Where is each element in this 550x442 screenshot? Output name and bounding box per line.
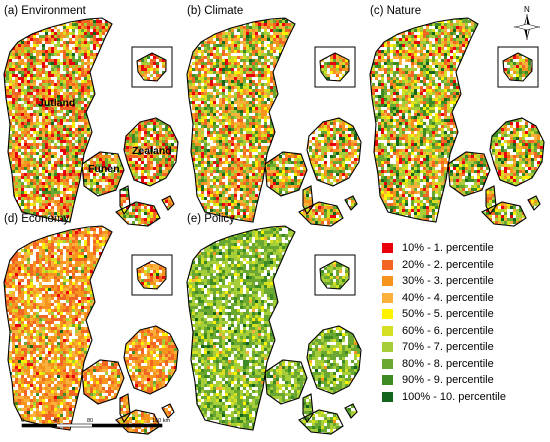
legend-label: 10% - 1. percentile [402,242,494,254]
region-label-jutland: Jutland [38,97,75,109]
percentile-mosaic [187,226,361,434]
legend-swatch [382,309,393,320]
bornholm-inset-box [314,254,356,296]
bornholm-inset-box [314,46,356,88]
map-panel-nature: (c) Nature [369,5,545,227]
legend-item: 50% - 5. percentile [382,306,547,323]
legend-label: 100% - 10. percentile [402,391,506,403]
legend-swatch [382,243,393,254]
legend-item: 100% - 10. percentile [382,389,547,406]
legend-label: 90% - 9. percentile [402,374,494,386]
bornholm-inset-box [497,46,539,88]
region-label-zealand: Zealand [132,145,172,157]
legend-swatch [382,358,393,369]
scale-tick-80: 80 [87,418,93,424]
scale-tick-160: 160 km [152,418,170,424]
legend-label: 50% - 5. percentile [402,308,494,320]
panel-label: (c) Nature [370,5,421,17]
legend-swatch [382,292,393,303]
scale-tick-40: 40 [53,418,59,424]
percentile-mosaic [4,18,178,226]
legend-item: 30% - 3. percentile [382,273,547,290]
map-panel-economy: (d) Economy [3,213,179,435]
legend-swatch [382,375,393,386]
legend-item: 20% - 2. percentile [382,257,547,274]
legend-label: 70% - 7. percentile [402,341,494,353]
legend-item: 80% - 8. percentile [382,356,547,373]
coastline [186,17,362,227]
legend-swatch [382,342,393,353]
legend-swatch [382,276,393,287]
panel-label: (d) Economy [4,213,69,225]
north-label: N [524,5,530,14]
legend-swatch [382,391,393,402]
scale-tick-0: 0 [21,418,24,424]
coastline [186,225,362,435]
bornholm-inset-box [131,254,173,296]
legend-item: 90% - 9. percentile [382,372,547,389]
bornholm-island [502,52,533,82]
bornholm-inset-box [131,46,173,88]
legend-label: 60% - 6. percentile [402,325,494,337]
legend-swatch [382,259,393,270]
panel-label: (a) Environment [4,5,87,17]
map-panel-environment: (a) Environment Jutland Funen Zealand [3,5,179,227]
legend-label: 80% - 8. percentile [402,358,494,370]
percentile-mosaic [187,18,361,226]
legend-item: 40% - 4. percentile [382,290,547,307]
legend-label: 30% - 3. percentile [402,275,494,287]
legend-item: 70% - 7. percentile [382,339,547,356]
legend-swatch [382,325,393,336]
legend-label: 40% - 4. percentile [402,292,494,304]
legend-item: 10% - 1. percentile [382,240,547,257]
region-label-funen: Funen [88,163,120,175]
percentile-mosaic [370,18,544,226]
bornholm-island [136,260,167,290]
bornholm-island [319,52,350,82]
bornholm-island [319,260,350,290]
bornholm-island [136,52,167,82]
map-panel-climate: (b) Climate [186,5,362,227]
panel-label: (b) Climate [187,5,243,17]
coastline [3,17,179,227]
legend: 10% - 1. percentile 20% - 2. percentile … [382,240,547,405]
scale-bar: 0 40 80 160 km [21,418,170,428]
percentile-mosaic [4,226,178,434]
legend-label: 20% - 2. percentile [402,259,494,271]
panel-label: (e) Policy [187,213,235,225]
north-arrow: N [514,5,540,40]
coastline [369,17,545,227]
map-panel-policy: (e) Policy [186,213,362,435]
legend-item: 60% - 6. percentile [382,323,547,340]
coastline [3,225,179,435]
